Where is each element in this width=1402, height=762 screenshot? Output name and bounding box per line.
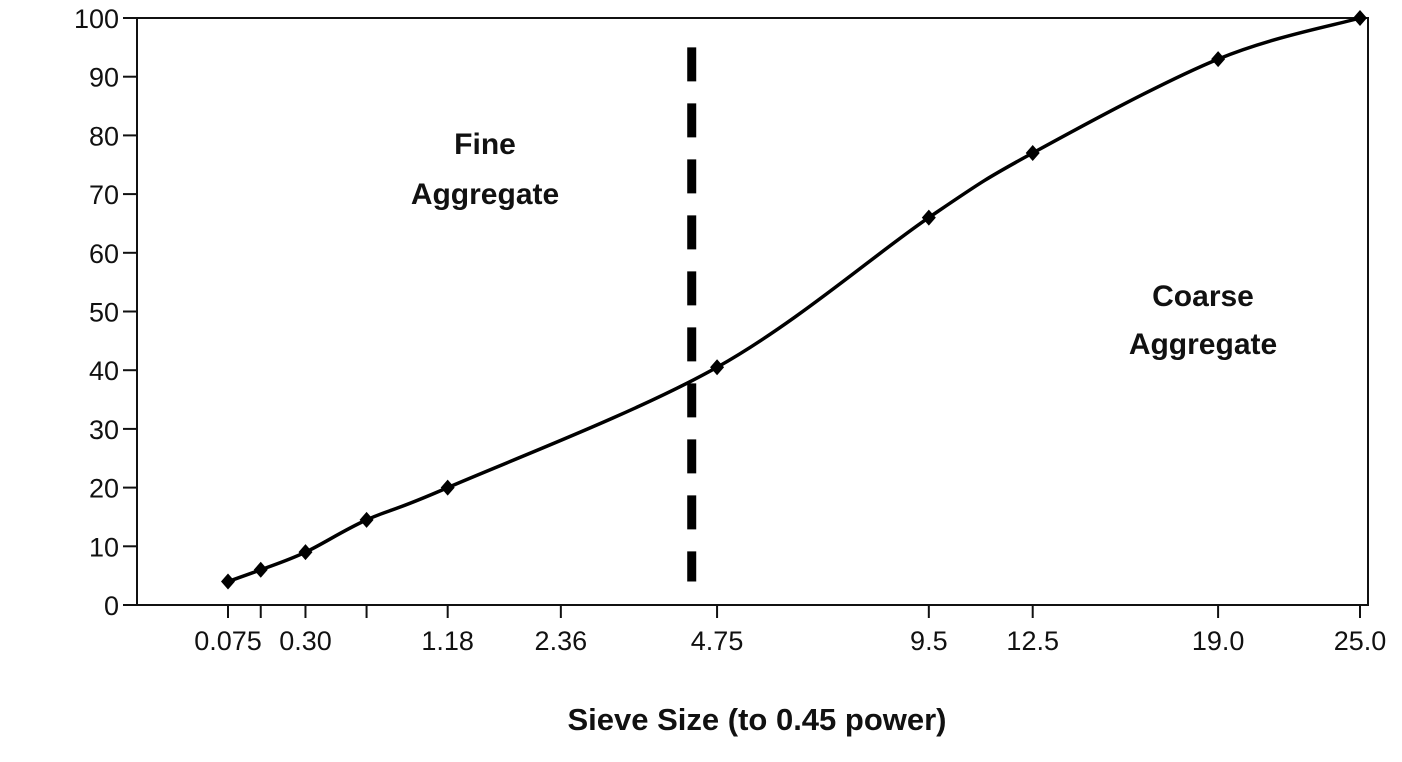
y-tick-label: 10 — [89, 532, 119, 562]
x-tick-label: 25.0 — [1334, 626, 1387, 656]
data-point-marker — [253, 561, 268, 578]
y-tick-label: 50 — [89, 298, 119, 328]
data-point-marker — [1025, 145, 1040, 162]
data-point-marker — [440, 479, 455, 496]
y-tick-label: 90 — [89, 63, 119, 93]
y-tick-label: 30 — [89, 415, 119, 445]
data-point-marker — [921, 209, 936, 226]
x-tick-label: 0.075 — [194, 626, 262, 656]
data-point-marker — [359, 511, 374, 528]
y-tick-label: 80 — [89, 121, 119, 151]
x-tick-label: 2.36 — [535, 626, 588, 656]
annotation-fine-line2: Aggregate — [411, 178, 559, 211]
data-point-marker — [710, 359, 725, 376]
x-tick-label: 1.18 — [421, 626, 474, 656]
x-tick-label: 0.30 — [279, 626, 332, 656]
annotation-coarse-line2: Aggregate — [1129, 328, 1277, 361]
y-tick-label: 0 — [104, 591, 119, 621]
y-tick-label: 40 — [89, 356, 119, 386]
y-tick-label: 20 — [89, 474, 119, 504]
x-tick-label: 19.0 — [1192, 626, 1245, 656]
x-tick-label: 4.75 — [691, 626, 744, 656]
y-tick-label: 70 — [89, 180, 119, 210]
data-point-marker — [298, 544, 313, 561]
annotation-coarse-line1: Coarse — [1152, 280, 1254, 313]
x-tick-label: 12.5 — [1006, 626, 1059, 656]
data-point-marker — [1211, 51, 1226, 68]
x-axis-title: Sieve Size (to 0.45 power) — [567, 702, 946, 737]
y-tick-label: 60 — [89, 239, 119, 269]
x-tick-label: 9.5 — [910, 626, 948, 656]
annotation-fine-line1: Fine — [454, 128, 516, 161]
data-point-marker — [221, 573, 235, 590]
y-tick-label: 100 — [74, 4, 119, 34]
data-point-marker — [1353, 10, 1367, 26]
